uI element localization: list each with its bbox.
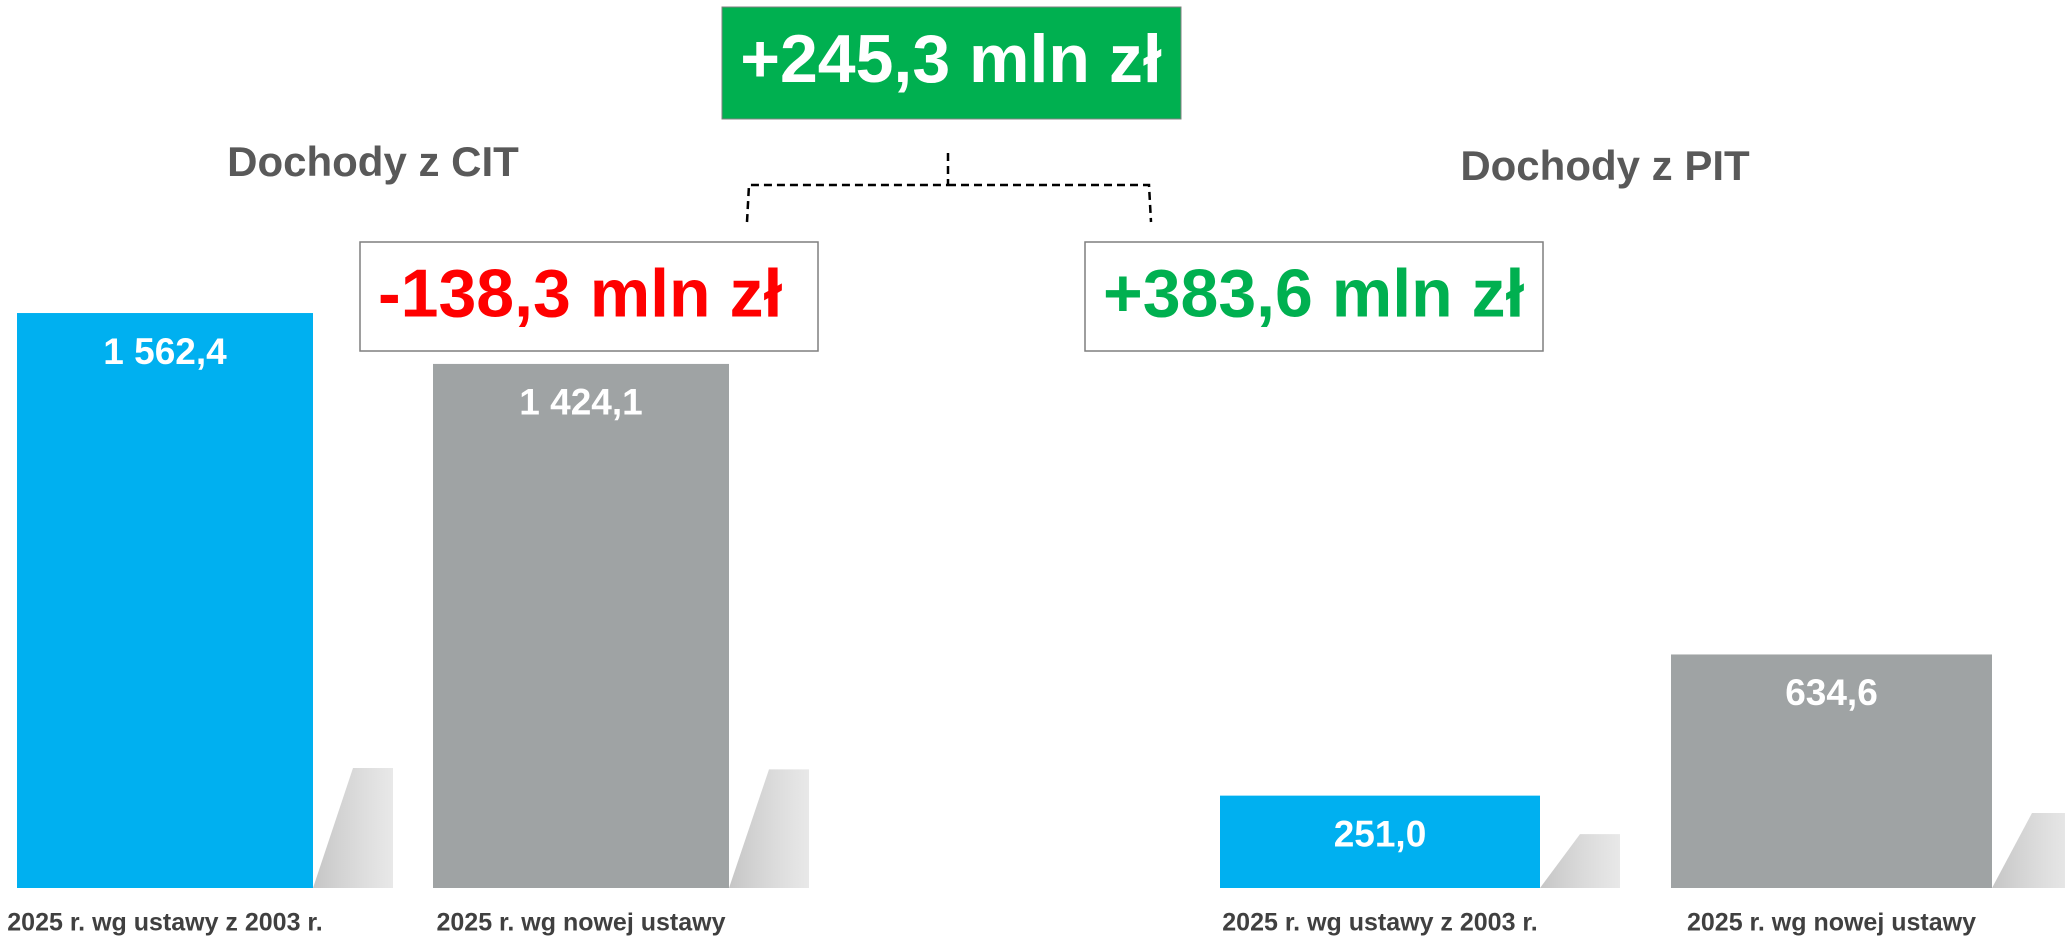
bar-shadow [313,768,393,888]
category-label: 2025 r. wg nowej ustawy [1687,909,1976,937]
panel-title: Dochody z CIT [227,138,519,185]
value-label: 1 424,1 [519,382,642,423]
category-label: 2025 r. wg nowej ustawy [436,909,725,937]
bar [1220,795,1540,888]
brace [745,152,1153,223]
value-label: 634,6 [1785,672,1878,713]
category-label: 2025 r. wg ustawy z 2003 r. [7,909,322,937]
panel-title: Dochody z PIT [1460,142,1750,189]
value-label: 251,0 [1334,813,1427,854]
bar [1671,654,1992,888]
category-label: 2025 r. wg ustawy z 2003 r. [1222,909,1537,937]
bar [433,363,729,888]
annotation: +383,6 mln zł [1103,255,1525,331]
value-label: 1 562,4 [103,331,227,372]
bar-shadow [1992,812,2065,888]
bar-shadow [729,769,809,888]
annotation-box [359,241,819,352]
summary-box [721,6,1182,120]
annotation: -138,3 mln zł [378,255,782,331]
bar [17,313,313,888]
bar-shadow [1540,834,1620,888]
annotation-box [1084,241,1544,352]
summary-label: +245,3 mln zł [740,21,1162,97]
